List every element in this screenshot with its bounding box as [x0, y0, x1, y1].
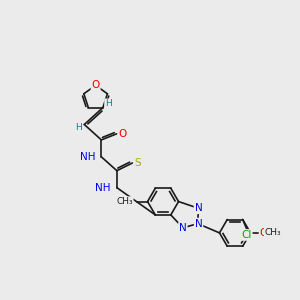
Text: CH₃: CH₃ [265, 228, 281, 237]
Text: O: O [118, 129, 126, 139]
Text: O: O [260, 228, 268, 238]
Text: N: N [179, 223, 187, 233]
Text: H: H [105, 99, 112, 108]
Text: S: S [134, 158, 141, 168]
Text: NH: NH [95, 183, 111, 193]
Text: NH: NH [80, 152, 95, 162]
Text: Cl: Cl [242, 230, 252, 240]
Text: CH₃: CH₃ [116, 197, 133, 206]
Text: O: O [92, 80, 100, 90]
Text: N: N [194, 203, 202, 213]
Text: H: H [76, 123, 82, 132]
Text: N: N [195, 219, 203, 229]
